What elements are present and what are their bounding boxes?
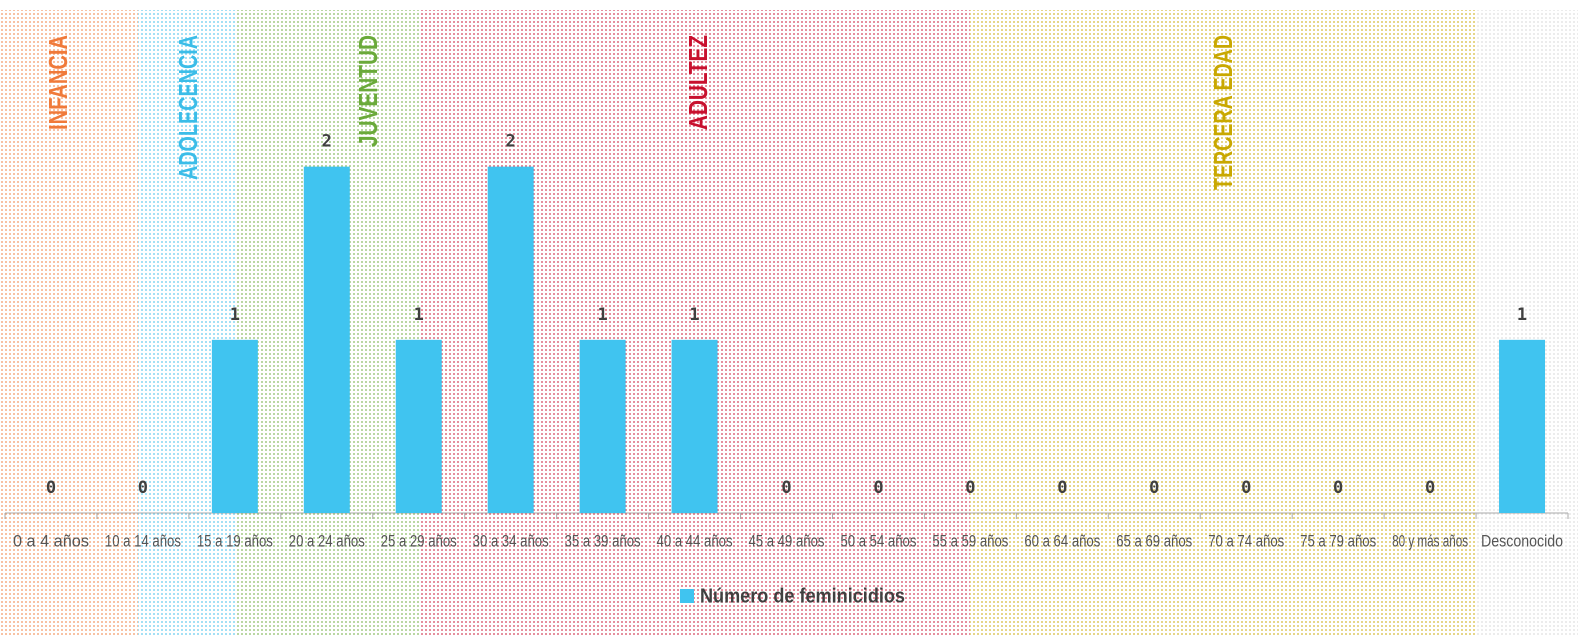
x-tick-label: 30 a 34 años [473,531,549,550]
bar [487,166,534,514]
data-label: 0 [1333,478,1343,498]
data-label: 0 [138,478,148,498]
age-group-label: ADOLECENCIA [173,35,203,180]
bar [1499,339,1546,513]
data-label: 0 [781,478,791,498]
bar [395,339,442,513]
data-label: 1 [414,305,424,325]
data-label: 1 [689,305,699,325]
x-tick-label: 75 a 79 años [1300,531,1376,550]
data-label: 0 [1149,478,1159,498]
data-label: 0 [965,478,975,498]
x-tick-label: 65 a 69 años [1116,531,1192,550]
x-tick-label: 35 a 39 años [565,531,641,550]
legend-label: Número de feminicidios [700,585,905,607]
x-tick-label: 10 a 14 años [105,531,181,550]
x-tick-label: 50 a 54 años [840,531,916,550]
x-tick-label: 25 a 29 años [381,531,457,550]
x-tick-label: 70 a 74 años [1208,531,1284,550]
x-tick-label: 0 a 4 años [13,531,89,550]
bar [211,339,258,513]
data-label: 2 [322,132,332,152]
x-tick-label: 45 a 49 años [749,531,825,550]
bar [671,339,718,513]
x-tick-label: 15 a 19 años [197,531,273,550]
data-label: 1 [230,305,240,325]
x-tick-label: 55 a 59 años [932,531,1008,550]
x-tick-label: 40 a 44 años [657,531,733,550]
data-label: 0 [873,478,883,498]
data-label: 0 [1057,478,1067,498]
age-group-label: TERCERA EDAD [1208,35,1238,190]
x-tick-label: 60 a 64 años [1024,531,1100,550]
data-label: 0 [1425,478,1435,498]
age-band [1477,10,1578,635]
age-band [970,10,1477,635]
age-group-label: ADULTEZ [683,35,713,130]
data-label: 2 [506,132,516,152]
age-group-label: INFANCIA [43,35,73,130]
bar [579,339,626,513]
legend-swatch [680,589,694,603]
data-label: 0 [46,478,56,498]
data-label: 1 [1517,305,1527,325]
data-label: 1 [597,305,607,325]
x-tick-label: 20 a 24 años [289,531,365,550]
age-band [138,10,237,635]
x-tick-label: Desconocido [1481,531,1563,550]
data-label: 0 [1241,478,1251,498]
bar [303,166,350,514]
age-band [0,10,138,635]
x-tick-label: 80 y más años [1392,531,1468,550]
age-group-label: JUVENTUD [353,35,383,147]
